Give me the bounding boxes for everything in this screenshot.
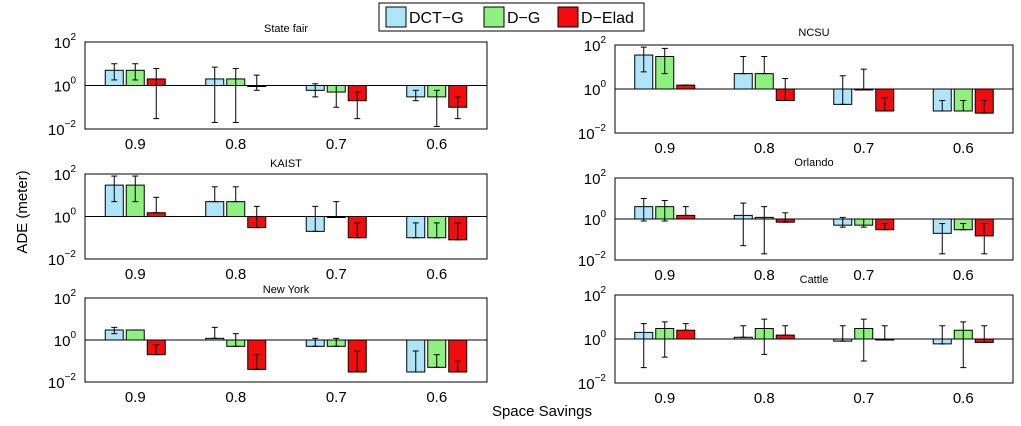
- panel-title: Orlando: [794, 157, 833, 169]
- panel-title: NCSU: [798, 27, 829, 39]
- y-tick-label: 10−2: [48, 249, 77, 269]
- x-tick-label: 0.8: [754, 267, 775, 284]
- x-tick-label: 0.7: [326, 389, 347, 406]
- panel-state-fair: State fair 10−2 100 102 0.9 0.8 0.7 0.6: [48, 23, 488, 153]
- x-tick-label: 0.8: [225, 136, 246, 153]
- x-tick-label: 0.9: [654, 390, 675, 407]
- y-tick-label: 100: [584, 79, 607, 99]
- y-tick-label: 102: [584, 35, 607, 55]
- bar-d-elad: [775, 334, 795, 340]
- bar-dct-g: [733, 73, 753, 90]
- panel-title: Cattle: [800, 274, 829, 286]
- panel-new-york: New York 10−2 100 102 0.9 0.8 0.7 0.6: [48, 284, 488, 406]
- y-tick-label: 100: [584, 329, 607, 349]
- x-tick-label: 0.7: [326, 136, 347, 153]
- x-tick-label: 0.6: [426, 136, 447, 153]
- y-tick-label: 100: [54, 207, 77, 227]
- y-axis-label: ADE (meter): [14, 170, 31, 253]
- bar-d-g: [125, 329, 145, 341]
- panel-orlando: Orlando 10−2 100 102 0.9 0.8 0.7 0.6: [578, 157, 1014, 284]
- bar-d-g: [226, 201, 246, 217]
- bar-d-g: [754, 73, 774, 90]
- bar-d-elad: [676, 84, 696, 90]
- legend-item-d-g: D−G: [483, 6, 540, 28]
- panel-title: New York: [263, 284, 310, 296]
- x-tick-label: 0.7: [853, 140, 874, 157]
- panel-title: KAIST: [270, 158, 302, 170]
- y-tick-label: 100: [584, 209, 607, 229]
- x-tick-label: 0.8: [225, 389, 246, 406]
- legend-swatch-d-g: [483, 6, 505, 28]
- x-tick-label: 0.6: [426, 266, 447, 283]
- x-tick-label: 0.6: [426, 389, 447, 406]
- x-tick-label: 0.8: [754, 140, 775, 157]
- legend-label-d-elad: D−Elad: [581, 10, 634, 27]
- x-tick-label: 0.9: [125, 136, 146, 153]
- y-tick-label: 100: [54, 330, 77, 350]
- x-tick-label: 0.6: [953, 267, 974, 284]
- bar-d-elad: [146, 212, 166, 217]
- y-tick-label: 10−2: [48, 119, 77, 139]
- panel-title: State fair: [264, 23, 308, 35]
- x-tick-label: 0.6: [953, 140, 974, 157]
- bar-dct-g: [205, 201, 225, 217]
- y-tick-label: 102: [54, 32, 77, 52]
- y-tick-label: 102: [54, 164, 77, 184]
- legend: DCT−G D−G D−Elad: [378, 2, 645, 32]
- legend-swatch-d-elad: [557, 6, 579, 28]
- legend-label-dct-g: DCT−G: [409, 10, 464, 27]
- x-tick-label: 0.7: [853, 390, 874, 407]
- bar-d-elad: [676, 214, 696, 220]
- panels: State fair 10−2 100 102 0.9 0.8 0.7 0.6 NCSU 10−2…: [48, 23, 1014, 407]
- x-tick-label: 0.8: [225, 266, 246, 283]
- y-tick-label: 102: [584, 285, 607, 305]
- legend-label-d-g: D−G: [507, 10, 540, 27]
- y-tick-label: 10−2: [578, 250, 607, 270]
- legend-item-dct-g: DCT−G: [385, 6, 464, 28]
- y-tick-label: 10−2: [578, 373, 607, 393]
- x-tick-label: 0.9: [125, 266, 146, 283]
- legend-box: [378, 2, 645, 32]
- panel-cattle: Cattle 10−2 100 102 0.9 0.8 0.7 0.6: [578, 274, 1014, 407]
- x-tick-label: 0.9: [654, 140, 675, 157]
- y-tick-label: 102: [584, 168, 607, 188]
- x-tick-label: 0.8: [754, 390, 775, 407]
- y-tick-label: 10−2: [48, 372, 77, 392]
- x-tick-label: 0.7: [326, 266, 347, 283]
- panel-kaist: KAIST 10−2 100 102 0.9 0.8 0.7 0.6: [48, 158, 488, 283]
- x-axis-label: Space Savings: [492, 403, 592, 420]
- legend-item-d-elad: D−Elad: [557, 6, 634, 28]
- y-tick-label: 10−2: [578, 123, 607, 143]
- legend-swatch-dct-g: [385, 6, 407, 28]
- y-tick-label: 100: [54, 76, 77, 96]
- y-tick-label: 102: [54, 288, 77, 308]
- x-tick-label: 0.9: [125, 389, 146, 406]
- x-tick-label: 0.7: [853, 267, 874, 284]
- bar-d-elad: [676, 329, 696, 340]
- panel-ncsu: NCSU 10−2 100 102 0.9 0.8 0.7 0.6: [578, 27, 1014, 157]
- x-tick-label: 0.9: [654, 267, 675, 284]
- x-tick-label: 0.6: [953, 390, 974, 407]
